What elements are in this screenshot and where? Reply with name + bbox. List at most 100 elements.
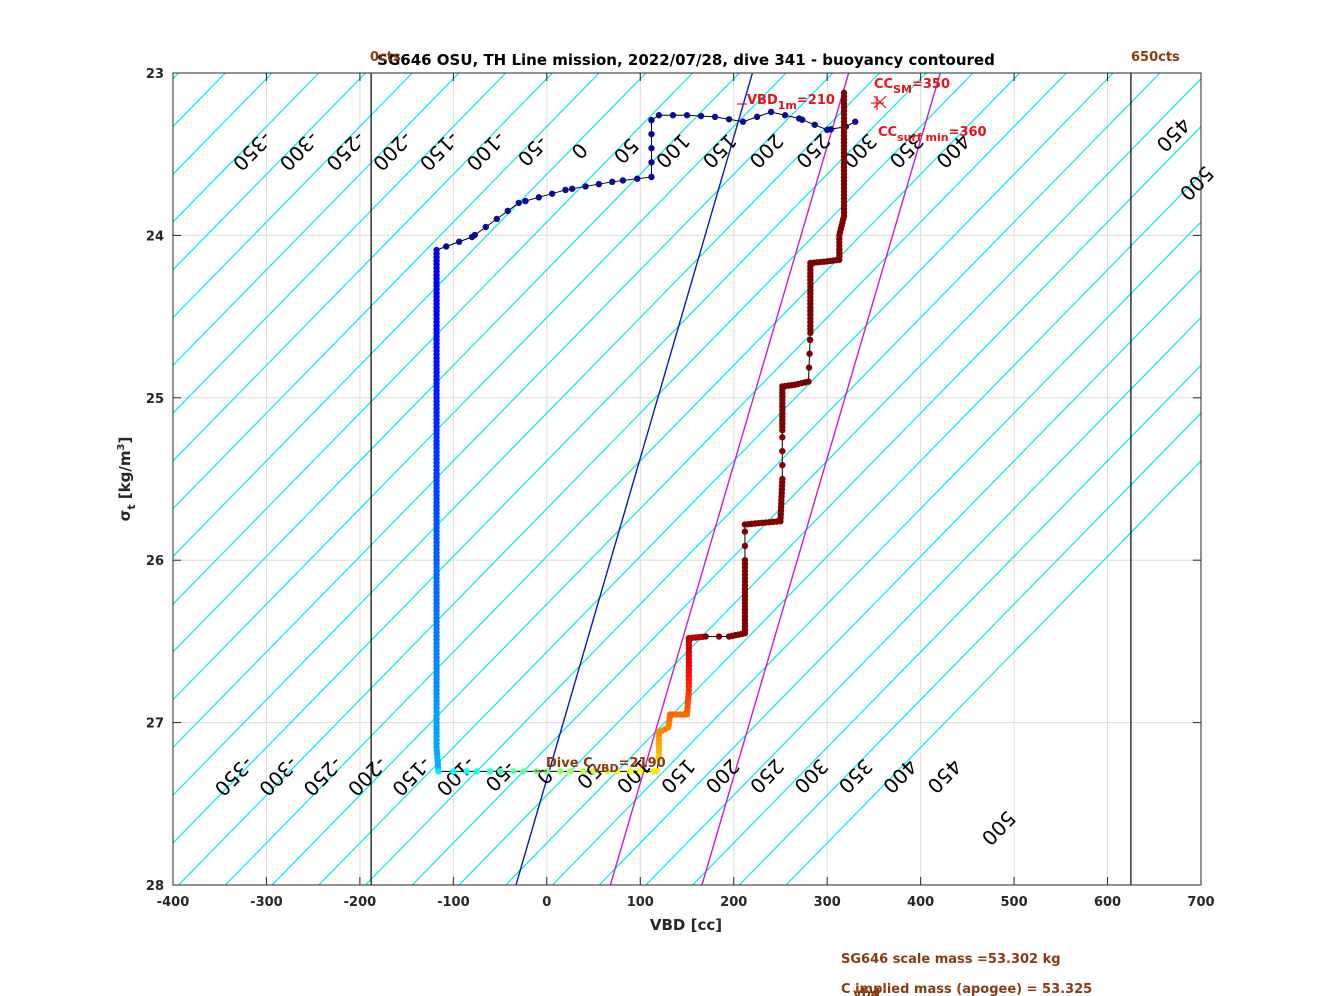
contour-label-bottom: 250 [745,754,789,798]
buoyancy-contour-line [551,221,1201,885]
reference-lines [515,73,941,885]
x-tick-label: -400 [157,895,190,910]
profile-point [781,112,789,119]
profile-point [515,199,522,207]
contour-label-top: 200 [744,129,788,173]
profile-point [566,768,574,775]
contour-label-bottom: 350 [834,754,878,798]
contour-label-top: 250 [791,129,835,173]
annotation-text: Dive CVBD=2190 [546,756,666,775]
contour-label-top: -250 [321,126,370,175]
profile-point [711,113,719,121]
x-tick-label: -200 [344,895,377,910]
y-tick-label: 26 [146,554,164,569]
x-tick-label: 400 [907,895,934,910]
grid [173,73,1201,885]
profile-point [562,186,569,194]
profile-point [443,243,450,250]
buoyancy-contour-line [692,364,1201,885]
contour-label-bottom: -250 [298,752,347,801]
profile-point [697,112,705,120]
y-tick-label: 27 [146,717,164,732]
contour-label-bottom: -300 [254,752,303,801]
cc-surf-marker [873,95,887,109]
profile-point [435,768,442,775]
x-tick-label: 200 [720,895,747,910]
contour-label-top: -300 [275,126,324,175]
reference-line-neutral [515,73,754,885]
profile-point [568,185,576,192]
profile-point [473,768,480,775]
profile-point [634,175,641,182]
profile-point [767,108,775,116]
buoyancy-contour-line [785,459,1201,885]
profile-point [806,336,814,343]
buoyancy-contour-line [173,73,320,223]
profile-point [648,130,655,138]
profile-point [779,434,786,441]
profile-point [590,768,597,775]
plot-frame [172,72,1202,886]
profile-point [753,113,761,121]
vbd-limit-label: 650cts [1131,50,1180,65]
buoyancy-contour-line [173,73,507,414]
profile-point [455,238,463,245]
buoyancy-contour-line [365,73,1161,885]
x-tick-label: 500 [1001,895,1028,910]
contour-label-top: -200 [368,126,417,175]
profile-point [627,768,634,775]
profile-point [779,447,786,455]
annotations: VBD1m=210 CCSM=350 CCsurf min=360 Dive CVBD… [535,77,987,775]
buoyancy-contour-line [173,73,460,367]
buoyancy-contour-line [178,73,974,885]
vbd-limit-label: 0cts [370,50,401,65]
profile-point [450,768,457,775]
buoyancy-contour-line [271,73,1067,885]
buoyancy-contour-line [173,73,226,128]
buoyancy-contour-line [173,73,647,558]
contour-label-bottom: -350 [210,752,259,801]
vbd-limit-lines: 0cts 650cts [370,50,1180,885]
profile-point [580,768,587,775]
contour-label-bottom: -200 [343,752,392,801]
x-tick-label: 0 [542,895,551,910]
buoyancy-contour-line [173,73,787,701]
profile-point [806,350,813,357]
profile-point [637,768,644,775]
implied-mass-sub: vbd [853,987,880,996]
annotation-text: CCsurf min=360 [878,125,987,144]
buoyancy-contour-line [173,73,600,510]
profile-point [840,89,848,97]
reference-line-smcc-a [609,73,850,885]
buoyancy-contour-line [173,73,180,80]
profile-point [725,116,733,123]
x-tick-label: -100 [437,895,470,910]
profile-point [504,207,511,215]
y-tick-label: 24 [146,229,164,244]
buoyancy-contour-line [458,125,1201,885]
profile-point [648,145,655,152]
profile-point [486,768,494,775]
profile-point [655,112,663,119]
profile-point [548,190,556,197]
profile-point [463,768,470,775]
x-tick-label: 300 [814,895,841,910]
buoyancy-contour-line [173,73,553,462]
contour-label-top: -100 [461,126,510,175]
profile-point [683,112,691,119]
x-tick-label: 600 [1094,895,1121,910]
profile-point [595,180,603,188]
profile-point [496,768,504,775]
reference-line-smcc-b [701,73,941,885]
buoyancy-contour-line [0,73,38,885]
buoyancy-contour-line [0,73,85,885]
profile-point [741,557,749,564]
profile-point [522,197,529,205]
x-tick-label: 100 [627,895,654,910]
profile-point [582,183,589,190]
profile-point [619,177,627,184]
profile-point [535,194,543,201]
contour-label-top: 50 [609,133,644,168]
y-tick-label: 28 [146,879,164,894]
contour-label-top: -350 [228,126,277,175]
